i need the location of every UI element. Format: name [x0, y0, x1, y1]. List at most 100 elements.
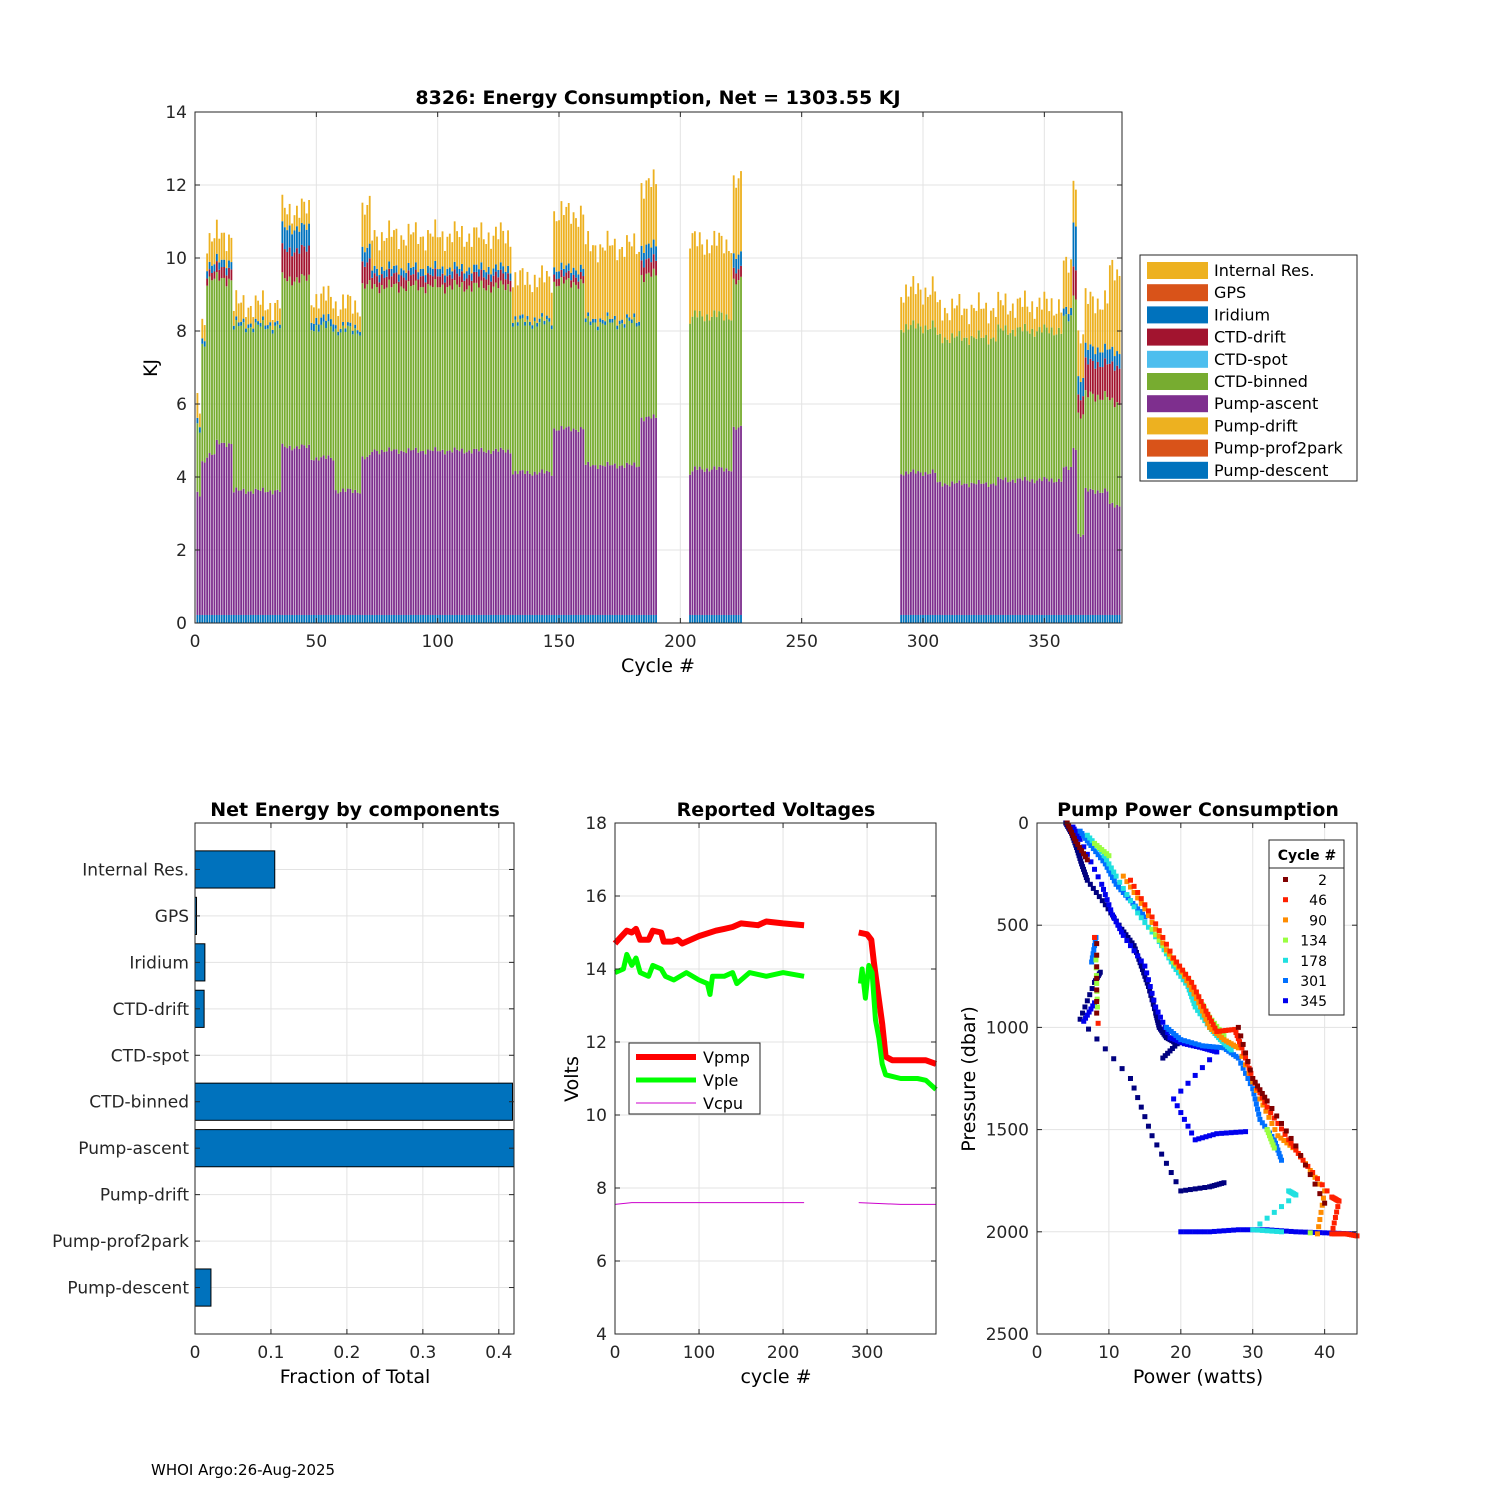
energy-bar-pump-descent — [655, 614, 657, 623]
energy-bar-pump-descent — [414, 614, 417, 623]
scatter-point — [1267, 1133, 1273, 1139]
energy-bar-ctd-binned — [701, 316, 704, 470]
energy-bar-pump-descent — [720, 614, 723, 623]
energy-bar-iridium — [480, 262, 483, 270]
scatter-point — [1259, 1120, 1265, 1126]
energy-bar-pump-ascent — [1099, 492, 1102, 615]
scatter-point — [1108, 871, 1114, 877]
energy-bar-pump-descent — [985, 614, 988, 623]
energy-bar-internal-res- — [907, 296, 910, 330]
energy-bar-iridium — [567, 263, 570, 271]
energy-bar-ctd-drift — [286, 252, 289, 282]
energy-bar-internal-res- — [565, 206, 568, 266]
energy-legend-label: GPS — [1214, 283, 1246, 302]
energy-bar-internal-res- — [999, 300, 1002, 329]
energy-bar-pump-descent — [388, 614, 391, 623]
energy-bar-pump-descent — [1118, 614, 1121, 623]
energy-bar-pump-ascent — [461, 448, 463, 615]
energy-bar-pump-ascent — [740, 425, 742, 615]
energy-bar-pump-ascent — [1084, 487, 1087, 615]
energy-bar-internal-res- — [198, 413, 201, 428]
energy-bar-pump-descent — [291, 614, 293, 623]
energy-bar-internal-res- — [434, 219, 437, 261]
energy-bar-internal-res- — [973, 308, 975, 338]
energy-bar-ctd-binned — [611, 322, 614, 466]
scatter-point — [1199, 1065, 1205, 1071]
energy-bar-iridium — [315, 317, 318, 326]
energy-bar-ctd-drift — [291, 256, 293, 286]
scatter-point — [1115, 884, 1121, 890]
energy-bar-internal-res- — [1113, 280, 1116, 357]
energy-bar-internal-res- — [524, 284, 526, 322]
energy-bar-iridium — [1101, 352, 1104, 368]
energy-bar-ctd-binned — [315, 325, 318, 458]
energy-bar-ctd-binned — [283, 278, 286, 447]
energy-bar-pump-ascent — [703, 471, 706, 615]
energy-bar-ctd-drift — [213, 271, 216, 279]
energy-bar-iridium — [616, 325, 619, 330]
energy-bar-pump-descent — [609, 614, 611, 623]
energy-bar-ctd-drift — [1118, 368, 1121, 406]
energy-bar-iridium — [390, 268, 393, 277]
energy-bar-pump-descent — [1057, 614, 1060, 623]
energy-bar-internal-res- — [611, 245, 614, 319]
x-tick-label: 30 — [1242, 1343, 1264, 1363]
component-bar-pump-ascent — [194, 1129, 515, 1168]
energy-bar-pump-descent — [1011, 614, 1014, 623]
scatter-point — [1253, 1101, 1259, 1107]
energy-bar-pump-ascent — [912, 469, 915, 615]
scatter-point — [1149, 919, 1155, 925]
energy-bar-pump-descent — [213, 614, 216, 623]
scatter-point — [1207, 1015, 1213, 1021]
energy-bar-pump-descent — [281, 614, 284, 623]
energy-bar-ctd-binned — [1004, 325, 1007, 478]
energy-bar-internal-res- — [361, 202, 364, 247]
energy-bar-pump-ascent — [388, 447, 391, 615]
scatter-point — [1102, 892, 1108, 898]
category-label: CTD-spot — [111, 1046, 190, 1066]
y-tick-label: 14 — [165, 103, 187, 123]
energy-bar-ctd-drift — [441, 273, 444, 285]
scatter-point — [1092, 866, 1098, 872]
energy-bar-internal-res- — [1048, 311, 1051, 334]
energy-bar-pump-descent — [696, 614, 699, 623]
energy-bar-ctd-binned — [516, 325, 519, 475]
energy-bar-internal-res- — [946, 313, 949, 340]
energy-bar-internal-res- — [1072, 180, 1075, 223]
energy-bar-ctd-binned — [545, 319, 548, 471]
energy-bar-pump-descent — [710, 614, 713, 623]
energy-bar-iridium — [344, 328, 347, 332]
energy-bar-pump-descent — [528, 614, 531, 623]
scatter-point — [1240, 1227, 1246, 1233]
scatter-point — [1082, 854, 1088, 860]
energy-bar-iridium — [429, 267, 432, 275]
energy-bar-pump-ascent — [611, 465, 614, 615]
energy-bar-internal-res- — [407, 223, 410, 263]
scatter-point — [1298, 1229, 1304, 1235]
y-tick-label: 2000 — [986, 1223, 1029, 1243]
energy-bar-internal-res- — [943, 307, 946, 338]
energy-bar-internal-res- — [550, 292, 553, 326]
scatter-point — [1278, 1135, 1284, 1141]
energy-bar-internal-res- — [594, 245, 597, 319]
energy-bar-pump-ascent — [1043, 476, 1046, 615]
energy-bar-ctd-binned — [329, 326, 332, 458]
energy-bar-ctd-drift — [395, 272, 398, 284]
energy-bar-internal-res- — [262, 290, 264, 317]
energy-bar-ctd-binned — [1096, 394, 1099, 491]
scatter-point — [1271, 1145, 1277, 1151]
energy-bar-pump-descent — [1089, 614, 1092, 623]
energy-bar-ctd-drift — [650, 262, 653, 277]
energy-bar-iridium — [1106, 349, 1109, 365]
scatter-point — [1264, 1127, 1270, 1133]
energy-bar-ctd-binned — [575, 284, 577, 430]
scatter-point — [1284, 1140, 1290, 1146]
energy-bar-ctd-drift — [497, 277, 500, 289]
energy-bar-iridium — [385, 269, 388, 277]
energy-bar-internal-res- — [987, 323, 990, 345]
scatter-point — [1118, 929, 1124, 935]
energy-bar-pump-ascent — [378, 454, 381, 615]
energy-bar-pump-ascent — [502, 449, 505, 615]
energy-bar-internal-res- — [259, 304, 262, 323]
scatter-point — [1266, 1114, 1272, 1120]
